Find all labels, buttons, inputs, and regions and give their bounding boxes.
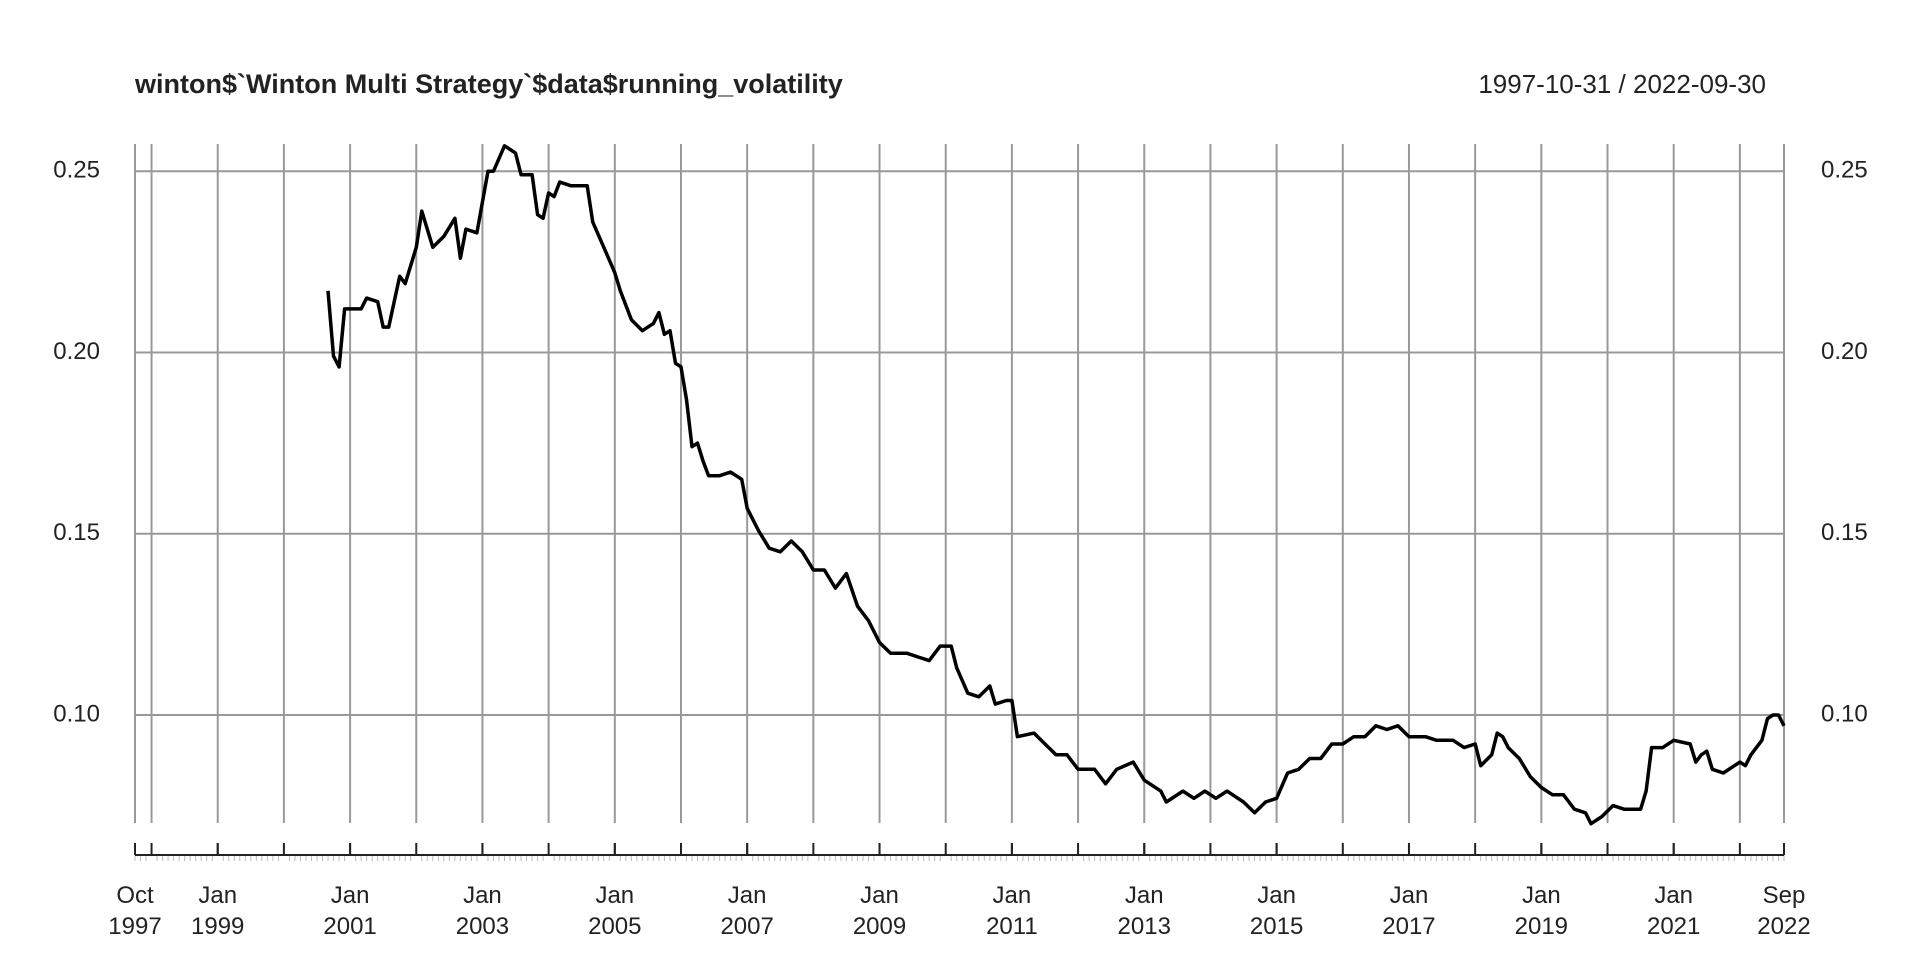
y-tick-label-right: 0.25 <box>1821 157 1868 184</box>
series-line <box>326 144 1786 826</box>
date-range: 1997-10-31 / 2022-09-30 <box>1478 69 1766 99</box>
y-tick-label: 0.10 <box>53 700 100 727</box>
chart-title: winton$`Winton Multi Strategy`$data$runn… <box>134 69 843 99</box>
y-tick-label: 0.20 <box>53 338 100 365</box>
x-tick-label: Jan 2003 <box>455 882 510 940</box>
x-tick-label: Jan 2009 <box>852 882 907 940</box>
x-tick-label: Jan 2011 <box>986 882 1038 940</box>
x-tick-label: Jan 2001 <box>323 882 377 940</box>
x-tick-label: Jan 1999 <box>191 882 245 940</box>
y-tick-label: 0.15 <box>53 519 100 546</box>
x-tick-label: Jan 2005 <box>588 882 642 940</box>
y-tick-label-right: 0.10 <box>1821 700 1868 727</box>
x-tick-label: Jan 2019 <box>1514 882 1569 940</box>
x-tick-label: Jan 2017 <box>1382 882 1436 940</box>
y-tick-label-right: 0.20 <box>1821 338 1868 365</box>
x-tick-label: Oct 1997 <box>108 882 162 940</box>
x-tick-label: Jan 2021 <box>1646 882 1701 940</box>
x-tick-label: Jan 2007 <box>720 882 774 940</box>
y-tick-label-right: 0.15 <box>1821 519 1868 546</box>
y-tick-label: 0.25 <box>53 157 100 184</box>
x-tick-label: Jan 2015 <box>1249 882 1304 940</box>
x-tick-label: Jan 2013 <box>1117 882 1171 940</box>
x-tick-label: Sep 2022 <box>1757 882 1811 940</box>
